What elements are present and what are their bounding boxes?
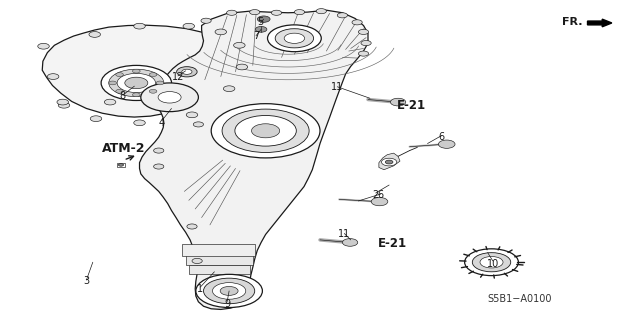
FancyArrow shape [588, 19, 612, 27]
Circle shape [381, 158, 397, 166]
Text: E-21: E-21 [378, 237, 407, 250]
Circle shape [257, 16, 270, 22]
Text: 11: 11 [331, 82, 344, 92]
Text: 1: 1 [197, 284, 204, 294]
Polygon shape [186, 255, 253, 265]
Circle shape [234, 42, 245, 48]
Text: FR.: FR. [562, 17, 582, 27]
Circle shape [109, 69, 164, 97]
Circle shape [201, 18, 211, 23]
Text: S5B1−A0100: S5B1−A0100 [488, 294, 552, 304]
Text: 4: 4 [159, 118, 165, 128]
Circle shape [117, 73, 156, 93]
Text: 2: 2 [372, 189, 379, 200]
Circle shape [90, 116, 102, 122]
Circle shape [342, 239, 358, 246]
Circle shape [132, 93, 140, 97]
Circle shape [358, 29, 369, 34]
Polygon shape [189, 265, 250, 274]
Circle shape [156, 81, 164, 85]
Circle shape [220, 286, 238, 295]
Circle shape [57, 99, 68, 105]
Circle shape [154, 148, 164, 153]
Circle shape [101, 65, 172, 100]
Text: 6: 6 [438, 132, 445, 142]
Polygon shape [379, 153, 400, 170]
Circle shape [252, 124, 280, 138]
Text: 7: 7 [253, 31, 259, 41]
Circle shape [38, 43, 49, 49]
Polygon shape [117, 163, 125, 167]
Circle shape [255, 26, 267, 32]
Circle shape [222, 109, 309, 152]
Circle shape [125, 77, 148, 89]
Text: 6: 6 [378, 189, 384, 200]
Circle shape [472, 253, 511, 272]
Circle shape [371, 197, 388, 206]
Text: 9: 9 [224, 299, 230, 309]
Circle shape [215, 29, 227, 35]
Circle shape [390, 98, 406, 106]
Polygon shape [42, 25, 244, 117]
Circle shape [284, 33, 305, 43]
Text: ATM-2: ATM-2 [102, 142, 145, 155]
Text: E-21: E-21 [397, 99, 426, 112]
Text: 11: 11 [338, 228, 351, 239]
Circle shape [134, 23, 145, 29]
Circle shape [236, 64, 248, 70]
Text: 12: 12 [172, 71, 184, 82]
Text: 8: 8 [120, 91, 126, 101]
Circle shape [250, 10, 260, 15]
Circle shape [268, 25, 321, 52]
Circle shape [104, 99, 116, 105]
Circle shape [134, 120, 145, 126]
Circle shape [141, 83, 198, 112]
Circle shape [465, 249, 518, 276]
Circle shape [271, 10, 282, 15]
Circle shape [116, 89, 124, 93]
Polygon shape [140, 10, 368, 309]
Circle shape [235, 115, 296, 146]
Circle shape [158, 92, 181, 103]
Polygon shape [182, 244, 255, 256]
Circle shape [223, 86, 235, 92]
Circle shape [352, 20, 362, 25]
Circle shape [109, 81, 116, 85]
Circle shape [196, 274, 262, 308]
Circle shape [227, 10, 237, 15]
Circle shape [149, 89, 157, 93]
Circle shape [182, 69, 192, 74]
Circle shape [183, 23, 195, 29]
Circle shape [154, 164, 164, 169]
Circle shape [116, 73, 124, 77]
Circle shape [212, 283, 246, 299]
Circle shape [58, 102, 70, 108]
Circle shape [177, 67, 197, 77]
Text: 5: 5 [257, 17, 264, 27]
Text: 3: 3 [83, 276, 90, 286]
Circle shape [89, 32, 100, 37]
Circle shape [316, 9, 326, 14]
Text: 10: 10 [486, 259, 499, 269]
Circle shape [358, 51, 369, 56]
Circle shape [361, 41, 371, 46]
Circle shape [211, 104, 320, 158]
Circle shape [132, 69, 140, 73]
Circle shape [186, 112, 198, 118]
Circle shape [275, 29, 314, 48]
Circle shape [480, 256, 503, 268]
Circle shape [118, 164, 124, 166]
Circle shape [47, 74, 59, 79]
Circle shape [294, 10, 305, 15]
Circle shape [337, 13, 348, 18]
Circle shape [385, 160, 393, 164]
Circle shape [149, 73, 157, 77]
Circle shape [192, 258, 202, 263]
Circle shape [187, 224, 197, 229]
Circle shape [193, 122, 204, 127]
Circle shape [204, 278, 255, 304]
Circle shape [438, 140, 455, 148]
